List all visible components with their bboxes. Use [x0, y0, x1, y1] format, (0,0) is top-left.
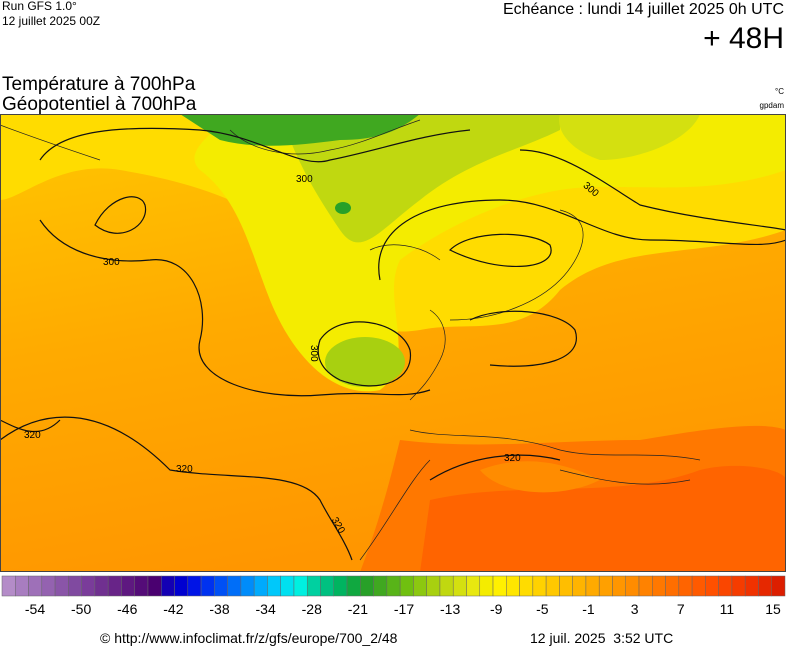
- run: Run GFS 1.0°: [2, 0, 77, 13]
- legend-label: 15: [765, 601, 781, 617]
- legend-swatch: [598, 575, 613, 597]
- contour-label: 320: [24, 430, 41, 441]
- legend-label: -38: [209, 601, 229, 617]
- legend-label: 3: [631, 601, 639, 617]
- legend-swatch: [134, 575, 149, 597]
- contour-label: 300: [308, 345, 319, 362]
- legend-swatch: [665, 575, 680, 597]
- legend-swatch: [612, 575, 626, 597]
- legend-swatch: [161, 575, 175, 597]
- legend-swatch: [214, 575, 228, 597]
- legend: -54 -50 -46 -42 -38 -34 -28 -21 -17 -13 -9 -5 -1 3 7 11…: [1, 575, 786, 617]
- legend-swatch: [200, 575, 215, 597]
- legend-swatch: [466, 575, 481, 597]
- legend-swatch: [506, 575, 520, 597]
- legend-swatch: [532, 575, 547, 597]
- legend-swatch: [187, 575, 202, 597]
- legend-swatch: [280, 575, 295, 597]
- legend-swatch: [758, 575, 772, 597]
- legend-swatch: [545, 575, 560, 597]
- legend-swatch: [492, 575, 507, 597]
- legend-swatch: [572, 575, 587, 597]
- legend-swatch: [731, 575, 746, 597]
- title: Géopotentiel à 700hPa: [2, 94, 197, 115]
- legend-swatch: [479, 575, 494, 597]
- legend-label: -54: [25, 601, 45, 617]
- legend-swatch: [174, 575, 189, 597]
- legend-swatch: [705, 575, 719, 597]
- legend-swatch: [386, 575, 401, 597]
- map: 300 300 300 300 320 320 320 320: [0, 114, 786, 572]
- legend-swatch: [652, 575, 666, 597]
- legend-swatch: [399, 575, 414, 597]
- legend-swatch: [718, 575, 733, 597]
- legend-swatch: [346, 575, 361, 597]
- legend-swatch: [678, 575, 693, 597]
- legend-swatch: [147, 575, 162, 597]
- legend-swatch: [28, 575, 43, 597]
- legend-swatch: [373, 575, 388, 597]
- legend-label: -9: [490, 601, 503, 617]
- legend-swatch: [426, 575, 441, 597]
- legend-label: -34: [256, 601, 276, 617]
- legend-swatch: [240, 575, 255, 597]
- legend-swatch: [121, 575, 135, 597]
- legend-label: -21: [348, 601, 368, 617]
- legend-label: -42: [163, 601, 183, 617]
- legend-swatch: [559, 575, 573, 597]
- legend-swatch: [452, 575, 467, 597]
- legend-label: -13: [440, 601, 460, 617]
- lead-time: + 48H: [703, 22, 784, 55]
- legend-swatch: [320, 575, 335, 597]
- footer-url: © http://www.infoclimat.fr/z/gfs/europe/…: [100, 630, 398, 646]
- legend-label: -50: [71, 601, 91, 617]
- legend-swatch: [227, 575, 242, 597]
- legend-swatch: [413, 575, 427, 597]
- legend-swatch: [41, 575, 56, 597]
- legend-swatch: [625, 575, 640, 597]
- legend-swatch: [691, 575, 706, 597]
- legend-swatch: [107, 575, 122, 597]
- legend-swatch: [360, 575, 374, 597]
- legend-label: 7: [677, 601, 685, 617]
- legend-label: -5: [536, 601, 549, 617]
- legend-label: 11: [720, 601, 735, 617]
- footer-time: 12 juil. 2025 3:52 UTC: [530, 630, 673, 646]
- legend-swatch: [439, 575, 454, 597]
- contour-label: 320: [504, 453, 521, 464]
- legend-swatch: [253, 575, 268, 597]
- title: Température à 700hPa: [2, 74, 196, 95]
- legend-swatch: [585, 575, 600, 597]
- legend-swatch: [293, 575, 308, 597]
- legend-swatch: [744, 575, 759, 597]
- legend-swatch: [306, 575, 321, 597]
- unit: °C: [775, 87, 784, 96]
- legend-label: -46: [117, 601, 137, 617]
- legend-swatch: [81, 575, 96, 597]
- echeance: Echéance : lundi 14 juillet 2025 0h UTC: [503, 1, 784, 18]
- contour-label: 300: [296, 174, 313, 185]
- legend-swatch: [638, 575, 653, 597]
- legend-swatch: [333, 575, 348, 597]
- contour-label: 320: [176, 464, 193, 475]
- run-date: 12 juillet 2025 00Z: [2, 14, 100, 28]
- legend-swatch: [54, 575, 69, 597]
- legend-label: -17: [394, 601, 414, 617]
- legend-swatch: [94, 575, 109, 597]
- legend-swatch: [771, 575, 786, 597]
- contour-label: 300: [103, 257, 120, 268]
- legend-swatch: [267, 575, 281, 597]
- unit: gpdam: [760, 101, 785, 110]
- legend-swatch: [1, 575, 16, 597]
- legend-swatch: [15, 575, 29, 597]
- legend-label: -28: [302, 601, 322, 617]
- legend-swatch: [519, 575, 534, 597]
- legend-swatch: [68, 575, 82, 597]
- legend-label: -1: [582, 601, 595, 617]
